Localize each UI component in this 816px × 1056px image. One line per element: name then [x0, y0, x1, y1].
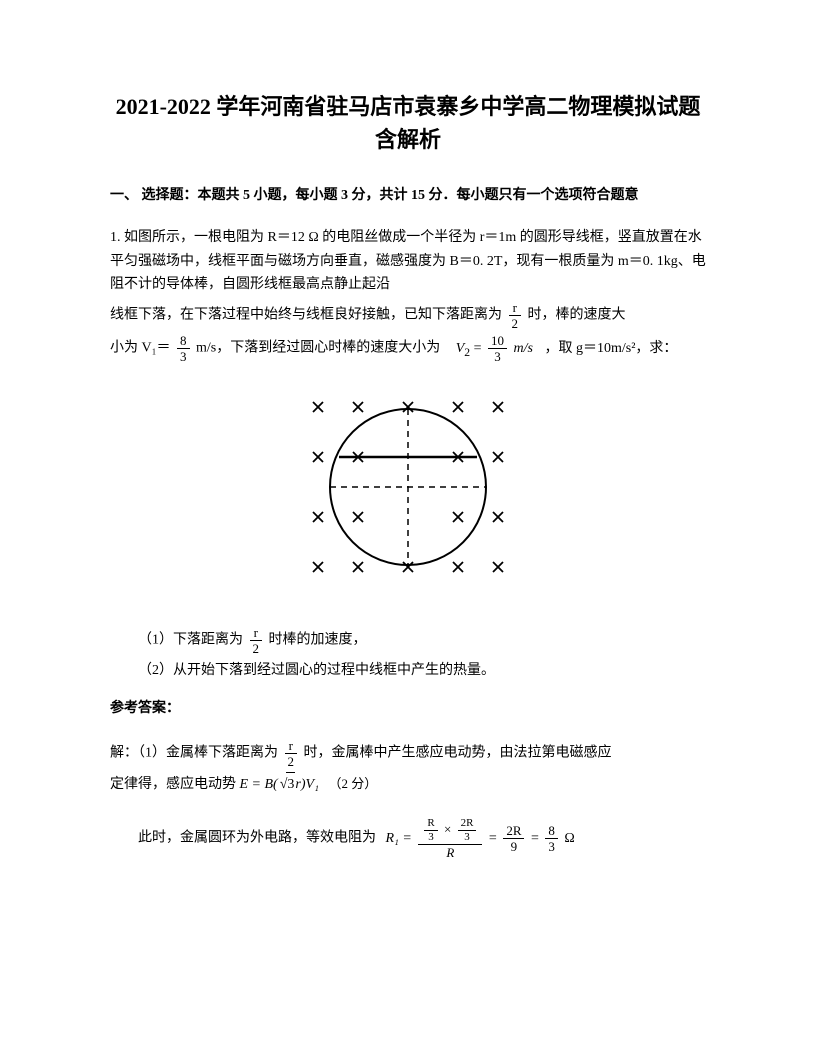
fraction-2R-9: 2R 9 — [503, 824, 524, 853]
emf-expression: E = B(√3r)V₁ — [240, 777, 323, 792]
q1-line3b: m/s，下落到经过圆心时棒的速度大小为 — [196, 341, 440, 356]
q1-prefix: 1. 如图所示，一根电阻为 R＝12 — [110, 230, 305, 245]
fraction-8-3-ohm: 8 3 — [545, 824, 558, 853]
frac-den: R — [418, 845, 482, 859]
sqrt-icon: √3 — [278, 772, 296, 797]
sol2b: （2 分） — [328, 776, 377, 791]
q1-sub1: （1）下落距离为 r 2 时棒的加速度， — [138, 626, 706, 655]
r1-big-frac: R3 × 2R3 R — [418, 818, 482, 859]
ohm-2: Ω — [564, 831, 574, 846]
fraction-r-over-2-b: r 2 — [250, 626, 263, 655]
q1-sub2: （2）从开始下落到经过圆心的过程中线框中产生的热量。 — [138, 659, 706, 683]
fraction-r-over-2-c: r 2 — [285, 739, 298, 768]
circle-field-figure — [298, 387, 518, 587]
solution-line-2: 定律得，感应电动势 E = B(√3r)V₁ （2 分） — [110, 772, 706, 797]
frac-num: 10 — [488, 334, 507, 349]
figure-container — [110, 387, 706, 596]
solution-line-1: 解：（1）金属棒下落距离为 r 2 时，金属棒中产生感应电动势，由法拉第电磁感应 — [110, 739, 706, 768]
q1-sub1a: （1）下落距离为 — [138, 633, 243, 648]
frac-num: r — [250, 626, 263, 641]
v2-unit: m/s — [514, 341, 533, 356]
eq2: = — [531, 831, 539, 846]
sol1b: 时，金属棒中产生感应电动势，由法拉第电磁感应 — [304, 745, 612, 760]
frac-num: 8 — [545, 824, 558, 839]
r1-expression: R₁ = R3 × 2R3 R = 2R 9 = — [386, 831, 575, 846]
q1-line2b: 时，棒的速度大 — [528, 308, 626, 323]
emf-rparen: r)V₁ — [295, 777, 319, 792]
frac-den: 3 — [545, 839, 558, 853]
q1-line3c: ，取 g＝10m/s²，求： — [544, 341, 677, 356]
frac-num: r — [285, 739, 298, 754]
fraction-r-over-2: r 2 — [509, 301, 522, 330]
q1-sub1b: 时棒的加速度， — [269, 633, 367, 648]
sol3a: 此时，金属圆环为外电路，等效电阻为 — [138, 831, 376, 846]
frac-num: r — [509, 301, 522, 316]
fraction-10-3: 10 3 — [488, 334, 507, 363]
solution-line-3: 此时，金属圆环为外电路，等效电阻为 R₁ = R3 × 2R3 R = 2R 9 — [138, 818, 706, 859]
q1-line2a: 线框下落，在下落过程中始终与线框良好接触，已知下落距离为 — [110, 308, 502, 323]
section-header: 一、 选择题：本题共 5 小题，每小题 3 分，共计 15 分．每小题只有一个选… — [110, 184, 706, 208]
sol2a: 定律得，感应电动势 — [110, 777, 236, 792]
fraction-8-3: 8 3 — [177, 334, 190, 363]
eq1: = — [489, 831, 497, 846]
omega-icon: Ω — [308, 230, 318, 245]
q1-line3a: 小为 V₁＝ — [110, 341, 171, 356]
frac-den: 2 — [285, 754, 298, 768]
frac-den: 3 — [177, 349, 190, 363]
document-page: 2021-2022 学年河南省驻马店市袁寨乡中学高二物理模拟试题含解析 一、 选… — [0, 0, 816, 903]
v2-expr: V2 = 10 3 m/s — [456, 341, 537, 356]
emf-left: E = B( — [240, 777, 278, 792]
r1-left: R₁ = — [386, 831, 412, 846]
inner-frac-2R3: 2R3 — [458, 818, 477, 843]
answer-label: 参考答案： — [110, 697, 706, 721]
sol1a: 解：（1）金属棒下落距离为 — [110, 745, 278, 760]
emf-rad: 3 — [286, 772, 295, 797]
frac-den: 9 — [503, 839, 524, 853]
page-title: 2021-2022 学年河南省驻马店市袁寨乡中学高二物理模拟试题含解析 — [110, 90, 706, 156]
frac-den: 2 — [509, 316, 522, 330]
frac-den: 3 — [488, 349, 507, 363]
q1-body-2: 线框下落，在下落过程中始终与线框良好接触，已知下落距离为 r 2 时，棒的速度大 — [110, 301, 706, 330]
frac-num: 8 — [177, 334, 190, 349]
frac-num: 2R — [503, 824, 524, 839]
q1-body-3: 小为 V₁＝ 8 3 m/s，下落到经过圆心时棒的速度大小为 V2 = 10 3… — [110, 334, 706, 363]
frac-num: R3 × 2R3 — [418, 818, 482, 845]
inner-frac-R3a: R3 — [424, 818, 437, 843]
q1-body: 1. 如图所示，一根电阻为 R＝12 Ω 的电阻丝做成一个半径为 r＝1m 的圆… — [110, 226, 706, 297]
frac-den: 2 — [250, 641, 263, 655]
